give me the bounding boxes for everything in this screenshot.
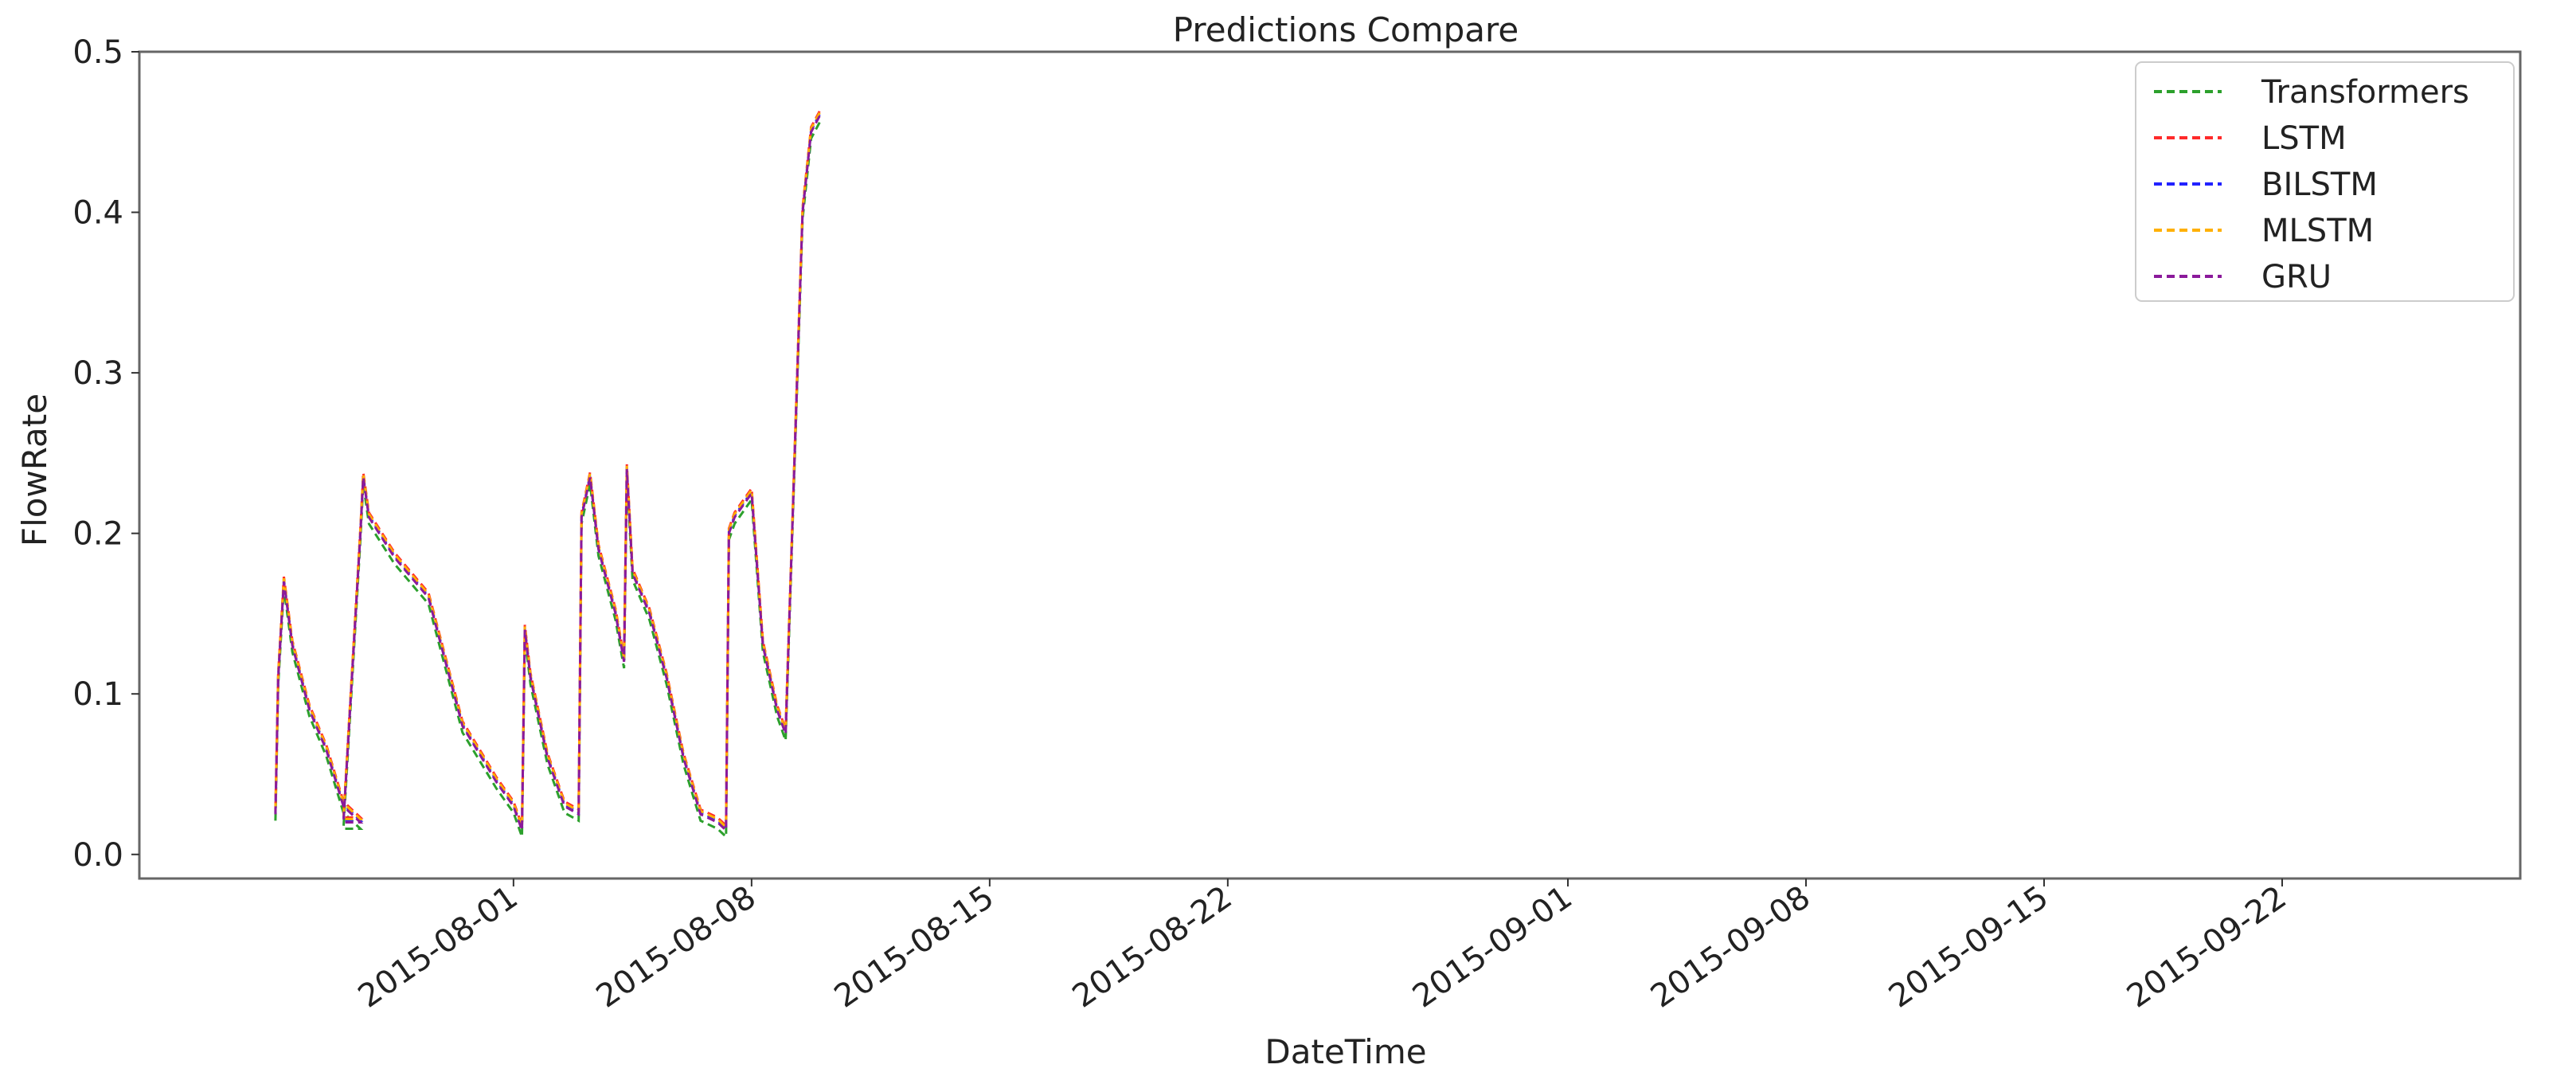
y-tick-label: 0.2 — [72, 516, 123, 553]
legend-label-gru: GRU — [2261, 259, 2332, 295]
x-axis-label: DateTime — [1265, 1032, 1426, 1071]
x-tick-label: 2015-08-15 — [828, 879, 1001, 1016]
y-tick-label: 0.5 — [72, 34, 123, 71]
y-tick-label: 0.1 — [72, 676, 123, 713]
y-axis: 0.0 0.1 0.2 0.3 0.4 0.5 — [72, 34, 139, 874]
y-axis-label: FlowRate — [15, 393, 54, 546]
series-layer — [274, 110, 821, 840]
series-line-gru — [274, 115, 821, 833]
legend-label-bilstm: BILSTM — [2261, 166, 2378, 203]
x-tick-label: 2015-09-15 — [1882, 879, 2055, 1016]
legend: Transformers LSTM BILSTM MLSTM GRU — [2135, 61, 2515, 302]
x-axis: 2015-08-01 2015-08-08 2015-08-15 2015-08-22… — [352, 879, 2293, 1016]
x-tick-label: 2015-08-01 — [352, 879, 525, 1016]
x-tick-label: 2015-09-01 — [1406, 879, 1579, 1016]
x-tick-label: 2015-09-22 — [2121, 879, 2293, 1016]
legend-box — [2135, 61, 2515, 302]
plot-area — [138, 50, 2522, 880]
y-tick-label: 0.3 — [72, 355, 123, 392]
y-tick-label: 0.4 — [72, 195, 123, 232]
y-tick-label: 0.0 — [72, 837, 123, 874]
x-tick-label: 2015-08-22 — [1066, 879, 1239, 1016]
x-tick-label: 2015-08-08 — [590, 879, 763, 1016]
x-tick-label: 2015-09-08 — [1644, 879, 1817, 1016]
series-line-transformers — [274, 121, 821, 840]
legend-label-lstm: LSTM — [2261, 120, 2347, 157]
legend-label-mlstm: MLSTM — [2261, 213, 2374, 249]
chart-title: Predictions Compare — [1173, 10, 1519, 49]
legend-label-transformers: Transformers — [2261, 74, 2469, 111]
plot-frame — [138, 50, 2522, 880]
